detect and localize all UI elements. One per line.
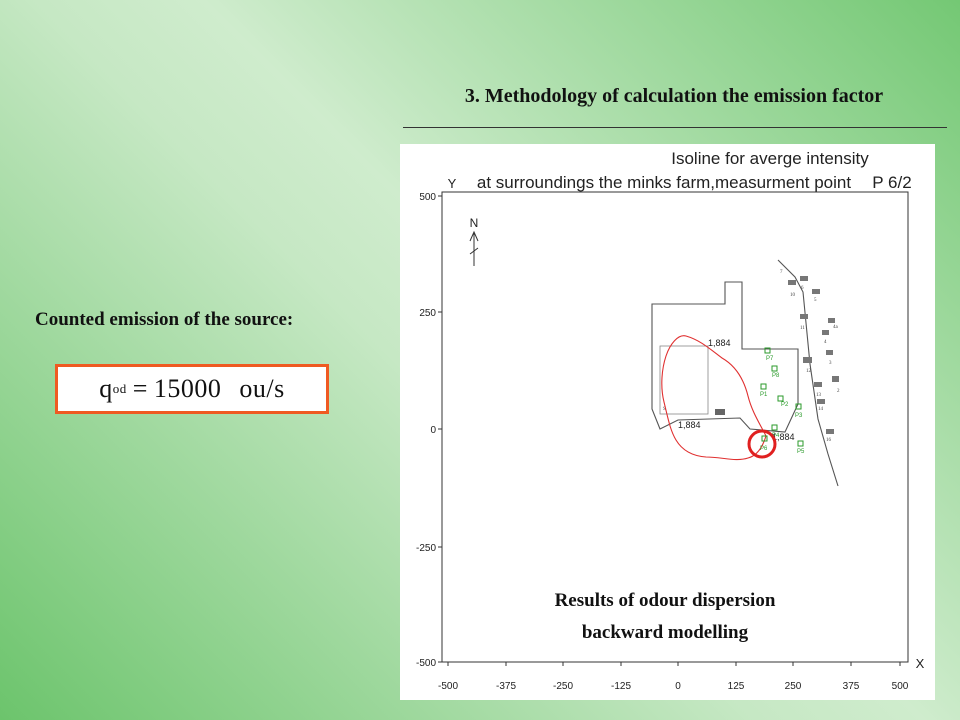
formula-subscript: od (112, 381, 127, 396)
x-axis-label: X (916, 656, 925, 671)
point-label-p1: P1 (760, 392, 768, 398)
building-number: 7 (780, 270, 783, 275)
figure-caption-line1: Results of odour dispersion (554, 590, 776, 611)
figure-title-line1: Isoline for averge intensity (671, 149, 869, 168)
point-label-p4: P4 (772, 433, 780, 439)
measurement-point-markers (760, 347, 804, 447)
x-tick-label: 250 (785, 681, 802, 692)
y-tick-marks (438, 195, 442, 663)
building-number: 14 (818, 407, 824, 412)
point-label-p3: P3 (795, 413, 803, 419)
x-tick-label: 125 (728, 681, 745, 692)
building-number: 16 (826, 438, 832, 443)
formula-operator: = (132, 374, 148, 403)
point-label-p7: P7 (766, 356, 774, 362)
formula-symbol: q (99, 374, 113, 403)
plot-frame (441, 191, 909, 663)
x-tick-label: 0 (675, 681, 681, 692)
building-number: 4 (824, 340, 827, 345)
x-tick-label: -500 (438, 681, 458, 692)
y-tick-label: 0 (430, 425, 436, 436)
building-number: 2 (837, 389, 840, 394)
isoline-label: 1,884 (772, 432, 795, 442)
x-tick-label: 500 (892, 681, 909, 692)
point-label-p5: P5 (797, 449, 805, 455)
y-axis-label: Y (448, 176, 457, 191)
y-tick-label: -250 (416, 543, 436, 554)
emission-heading: Counted emission of the source: (35, 309, 294, 330)
formula-unit: ou/s (239, 374, 285, 403)
x-tick-label: 375 (843, 681, 860, 692)
building-number: 12 (806, 369, 812, 374)
building-number: 13 (816, 393, 822, 398)
building-number: 10 (790, 293, 796, 298)
highlighted-point-circle (747, 429, 777, 459)
road (777, 259, 839, 487)
building-number: 5 (814, 298, 817, 303)
formula-value: 15000 (153, 374, 222, 403)
measurement-point-label: P 6/2 (872, 173, 911, 192)
farm-building-outline (659, 345, 709, 415)
isoline-label: 1,884 (678, 420, 701, 430)
figure-title-line2: at surroundings the minks farm,measurmen… (477, 173, 851, 192)
y-tick-label: 250 (419, 308, 436, 319)
north-label: N (470, 216, 479, 230)
isoline-label: 1,884 (708, 338, 731, 348)
x-tick-label: -125 (611, 681, 631, 692)
point-label-p2: P2 (781, 402, 789, 408)
title-divider (403, 127, 947, 128)
building-number: S (663, 407, 666, 412)
emission-formula: q od = 15000 ou/s (55, 364, 329, 414)
x-tick-label: -250 (553, 681, 573, 692)
dispersion-figure: Isoline for averge intensity at surround… (400, 144, 935, 700)
y-tick-label: 500 (419, 192, 436, 203)
y-tick-label: -500 (416, 658, 436, 669)
point-label-p6: P6 (760, 446, 768, 452)
odour-isoline (661, 335, 767, 461)
building-number: 4a (833, 325, 839, 330)
dispersion-map: Isoline for averge intensity at surround… (416, 149, 925, 692)
village-buildings (788, 276, 839, 434)
north-arrow-icon (469, 230, 479, 266)
building-number: 6 (801, 286, 804, 291)
farm-building (715, 409, 725, 415)
building-number: 11 (800, 326, 805, 331)
figure-caption-line2: backward modelling (581, 622, 749, 643)
building-number: 3 (829, 361, 832, 366)
slide-title: 3. Methodology of calculation the emissi… (464, 85, 884, 107)
x-tick-marks (447, 662, 901, 666)
x-tick-label: -375 (496, 681, 516, 692)
point-label-p8: P8 (772, 373, 780, 379)
